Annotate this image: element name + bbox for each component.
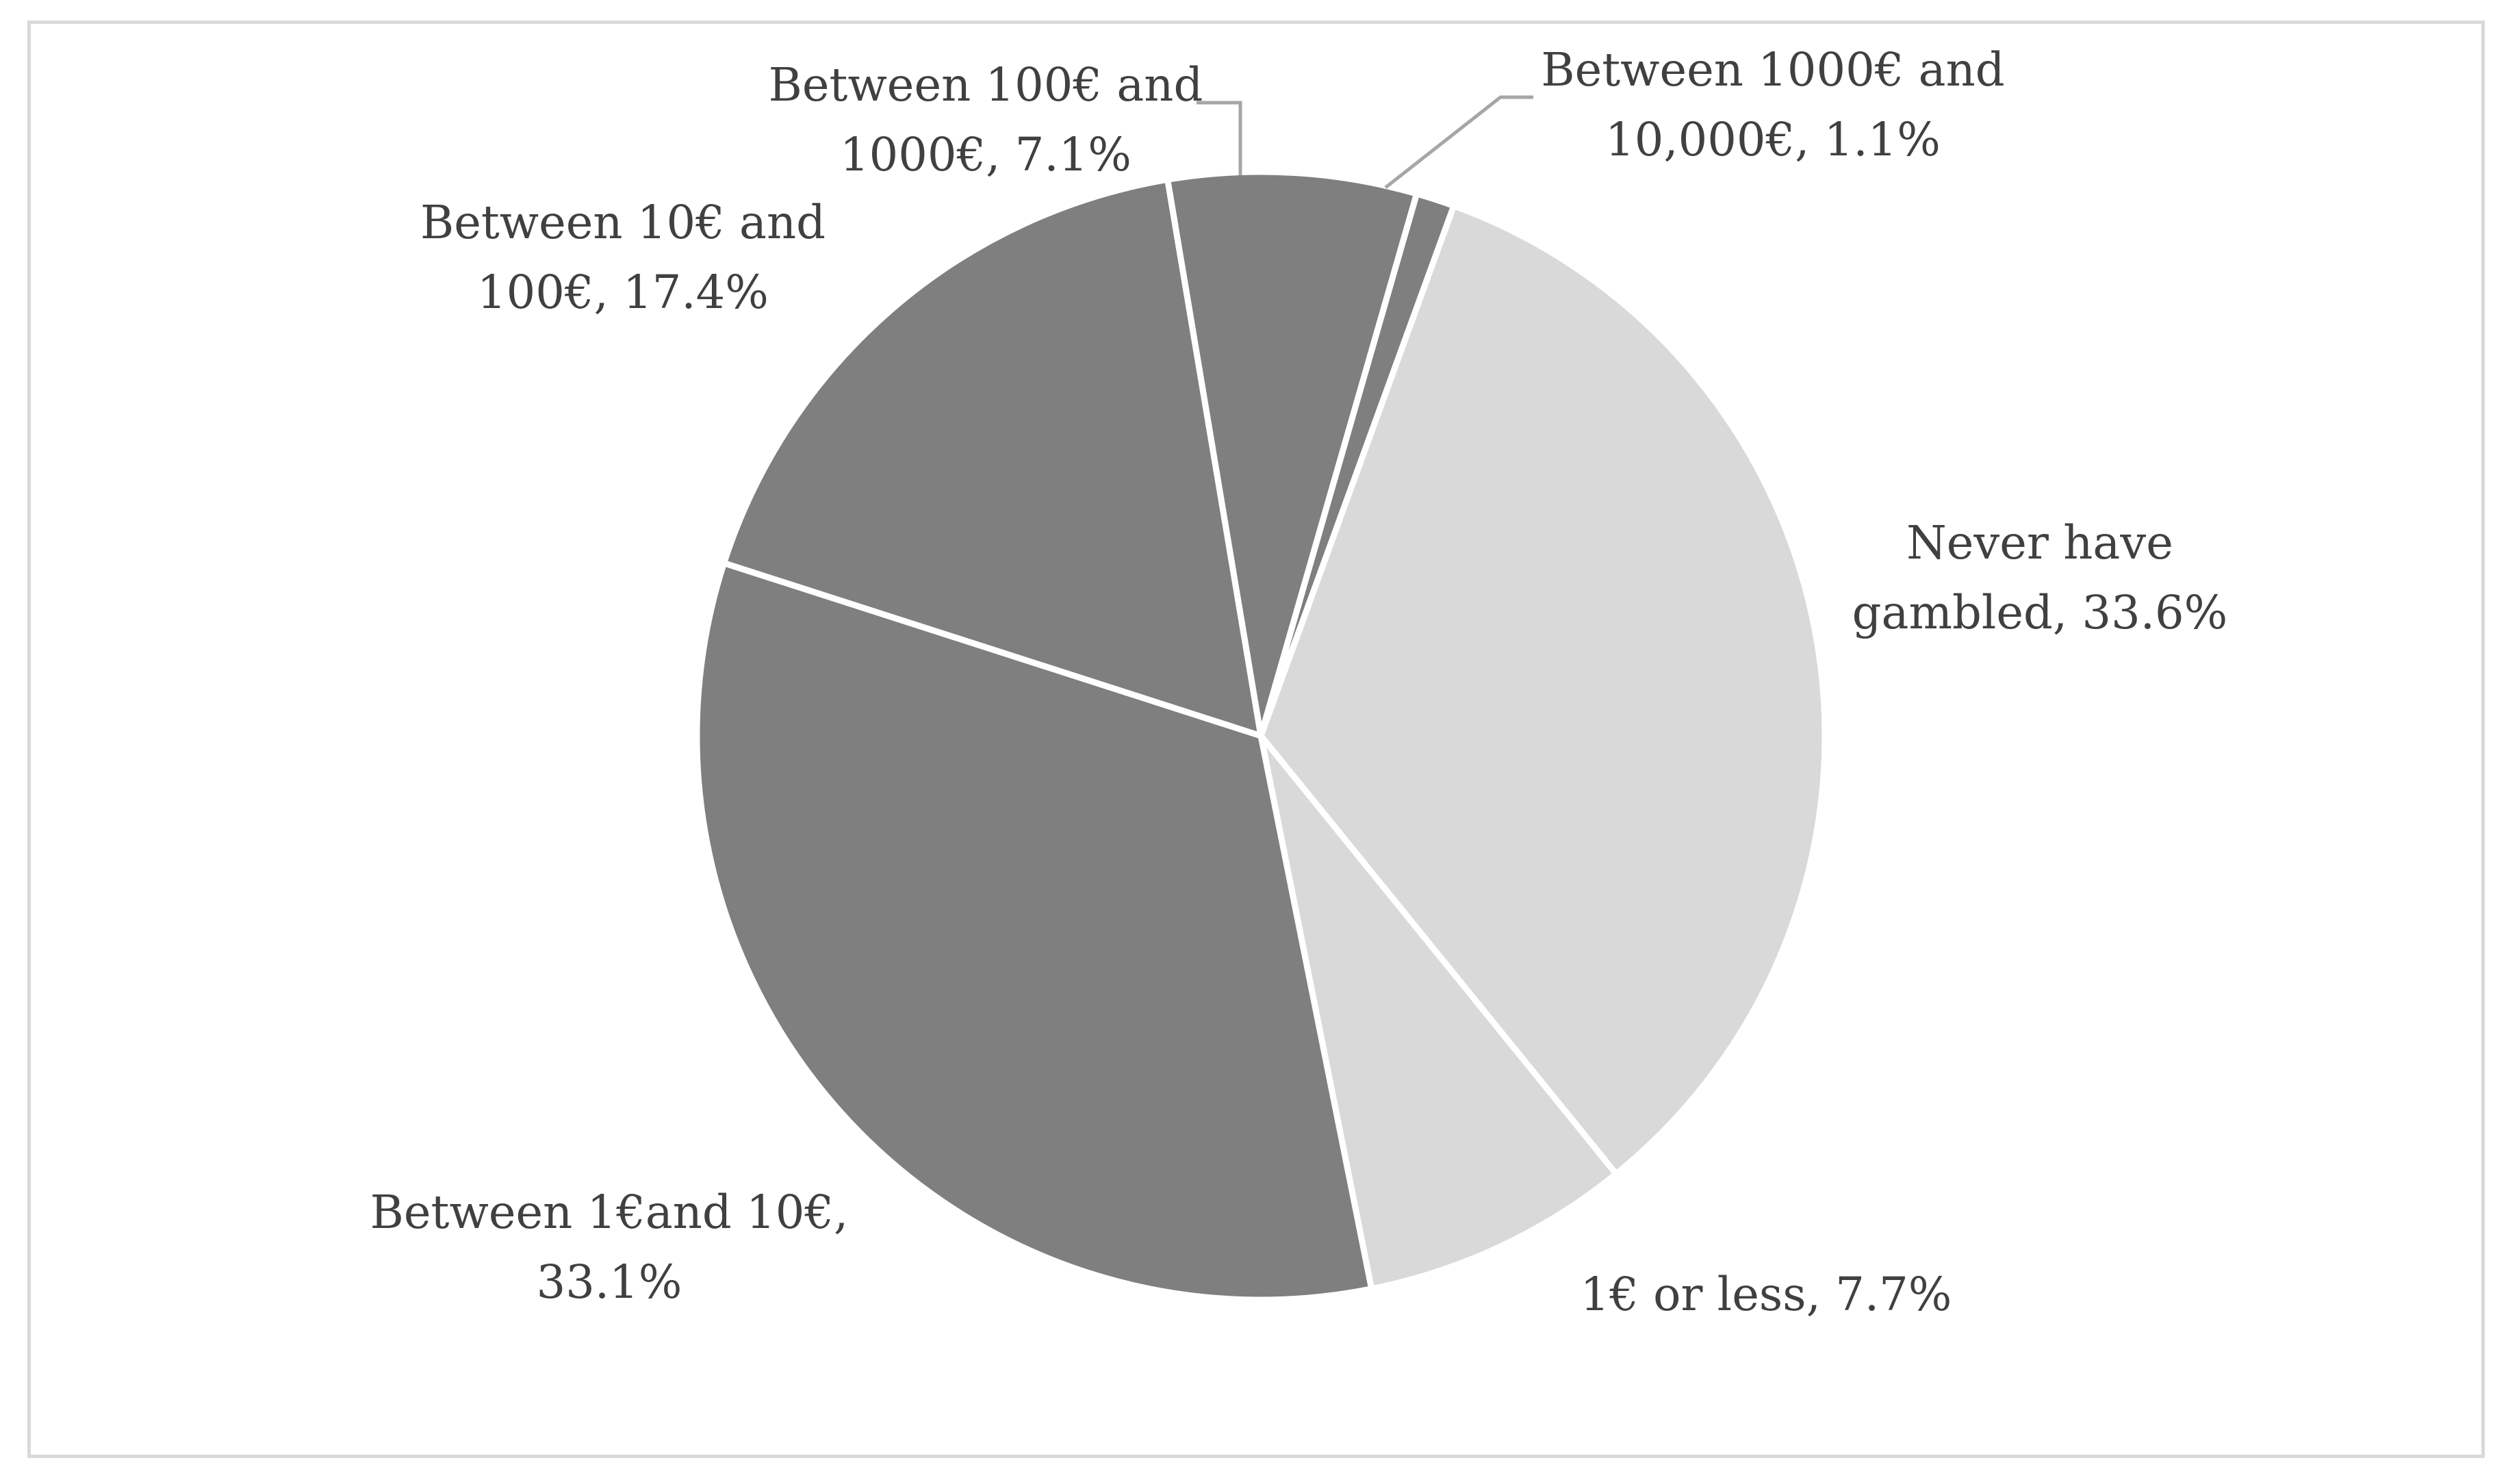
pie-slice-5	[1257, 190, 1457, 739]
pie-slice-4	[1164, 168, 1420, 739]
label-1000-to-10000: Between 1000€ and 10,000€, 1.1%	[1540, 35, 2006, 175]
label-line: gambled, 33.6%	[1852, 586, 2228, 639]
pie-slice-3	[721, 176, 1264, 739]
pie-slices	[693, 168, 1828, 1303]
label-line: 10,000€, 1.1%	[1605, 113, 1941, 166]
label-line: Between 1€and 10€,	[370, 1186, 849, 1239]
label-line: 1€ or less, 7.7%	[1580, 1268, 1952, 1321]
leader-lines	[1197, 95, 1533, 189]
pie-slice-2	[693, 560, 1375, 1303]
label-never-gambled: Never have gambled, 33.6%	[1834, 508, 2245, 648]
label-100-to-1000: Between 100€ and 1000€, 7.1%	[767, 50, 1205, 190]
leader-line-100-1000	[1197, 101, 1242, 175]
label-line: Between 1000€ and	[1541, 43, 2005, 97]
leader-line-1000-10000	[1384, 95, 1533, 189]
label-1-or-less: 1€ or less, 7.7%	[1526, 1259, 2006, 1329]
label-line: Between 10€ and	[420, 196, 826, 249]
pie-slice-0	[1257, 203, 1828, 1177]
label-line: 1000€, 7.1%	[840, 128, 1131, 181]
label-10-to-100: Between 10€ and 100€, 17.4%	[400, 188, 845, 327]
label-line: 33.1%	[536, 1255, 682, 1309]
label-line: Never have	[1906, 516, 2173, 570]
pie-slice-1	[1257, 732, 1620, 1292]
label-1-to-10: Between 1€and 10€, 33.1%	[342, 1177, 876, 1317]
label-line: 100€, 17.4%	[477, 266, 769, 319]
label-line: Between 100€ and	[768, 58, 1203, 112]
